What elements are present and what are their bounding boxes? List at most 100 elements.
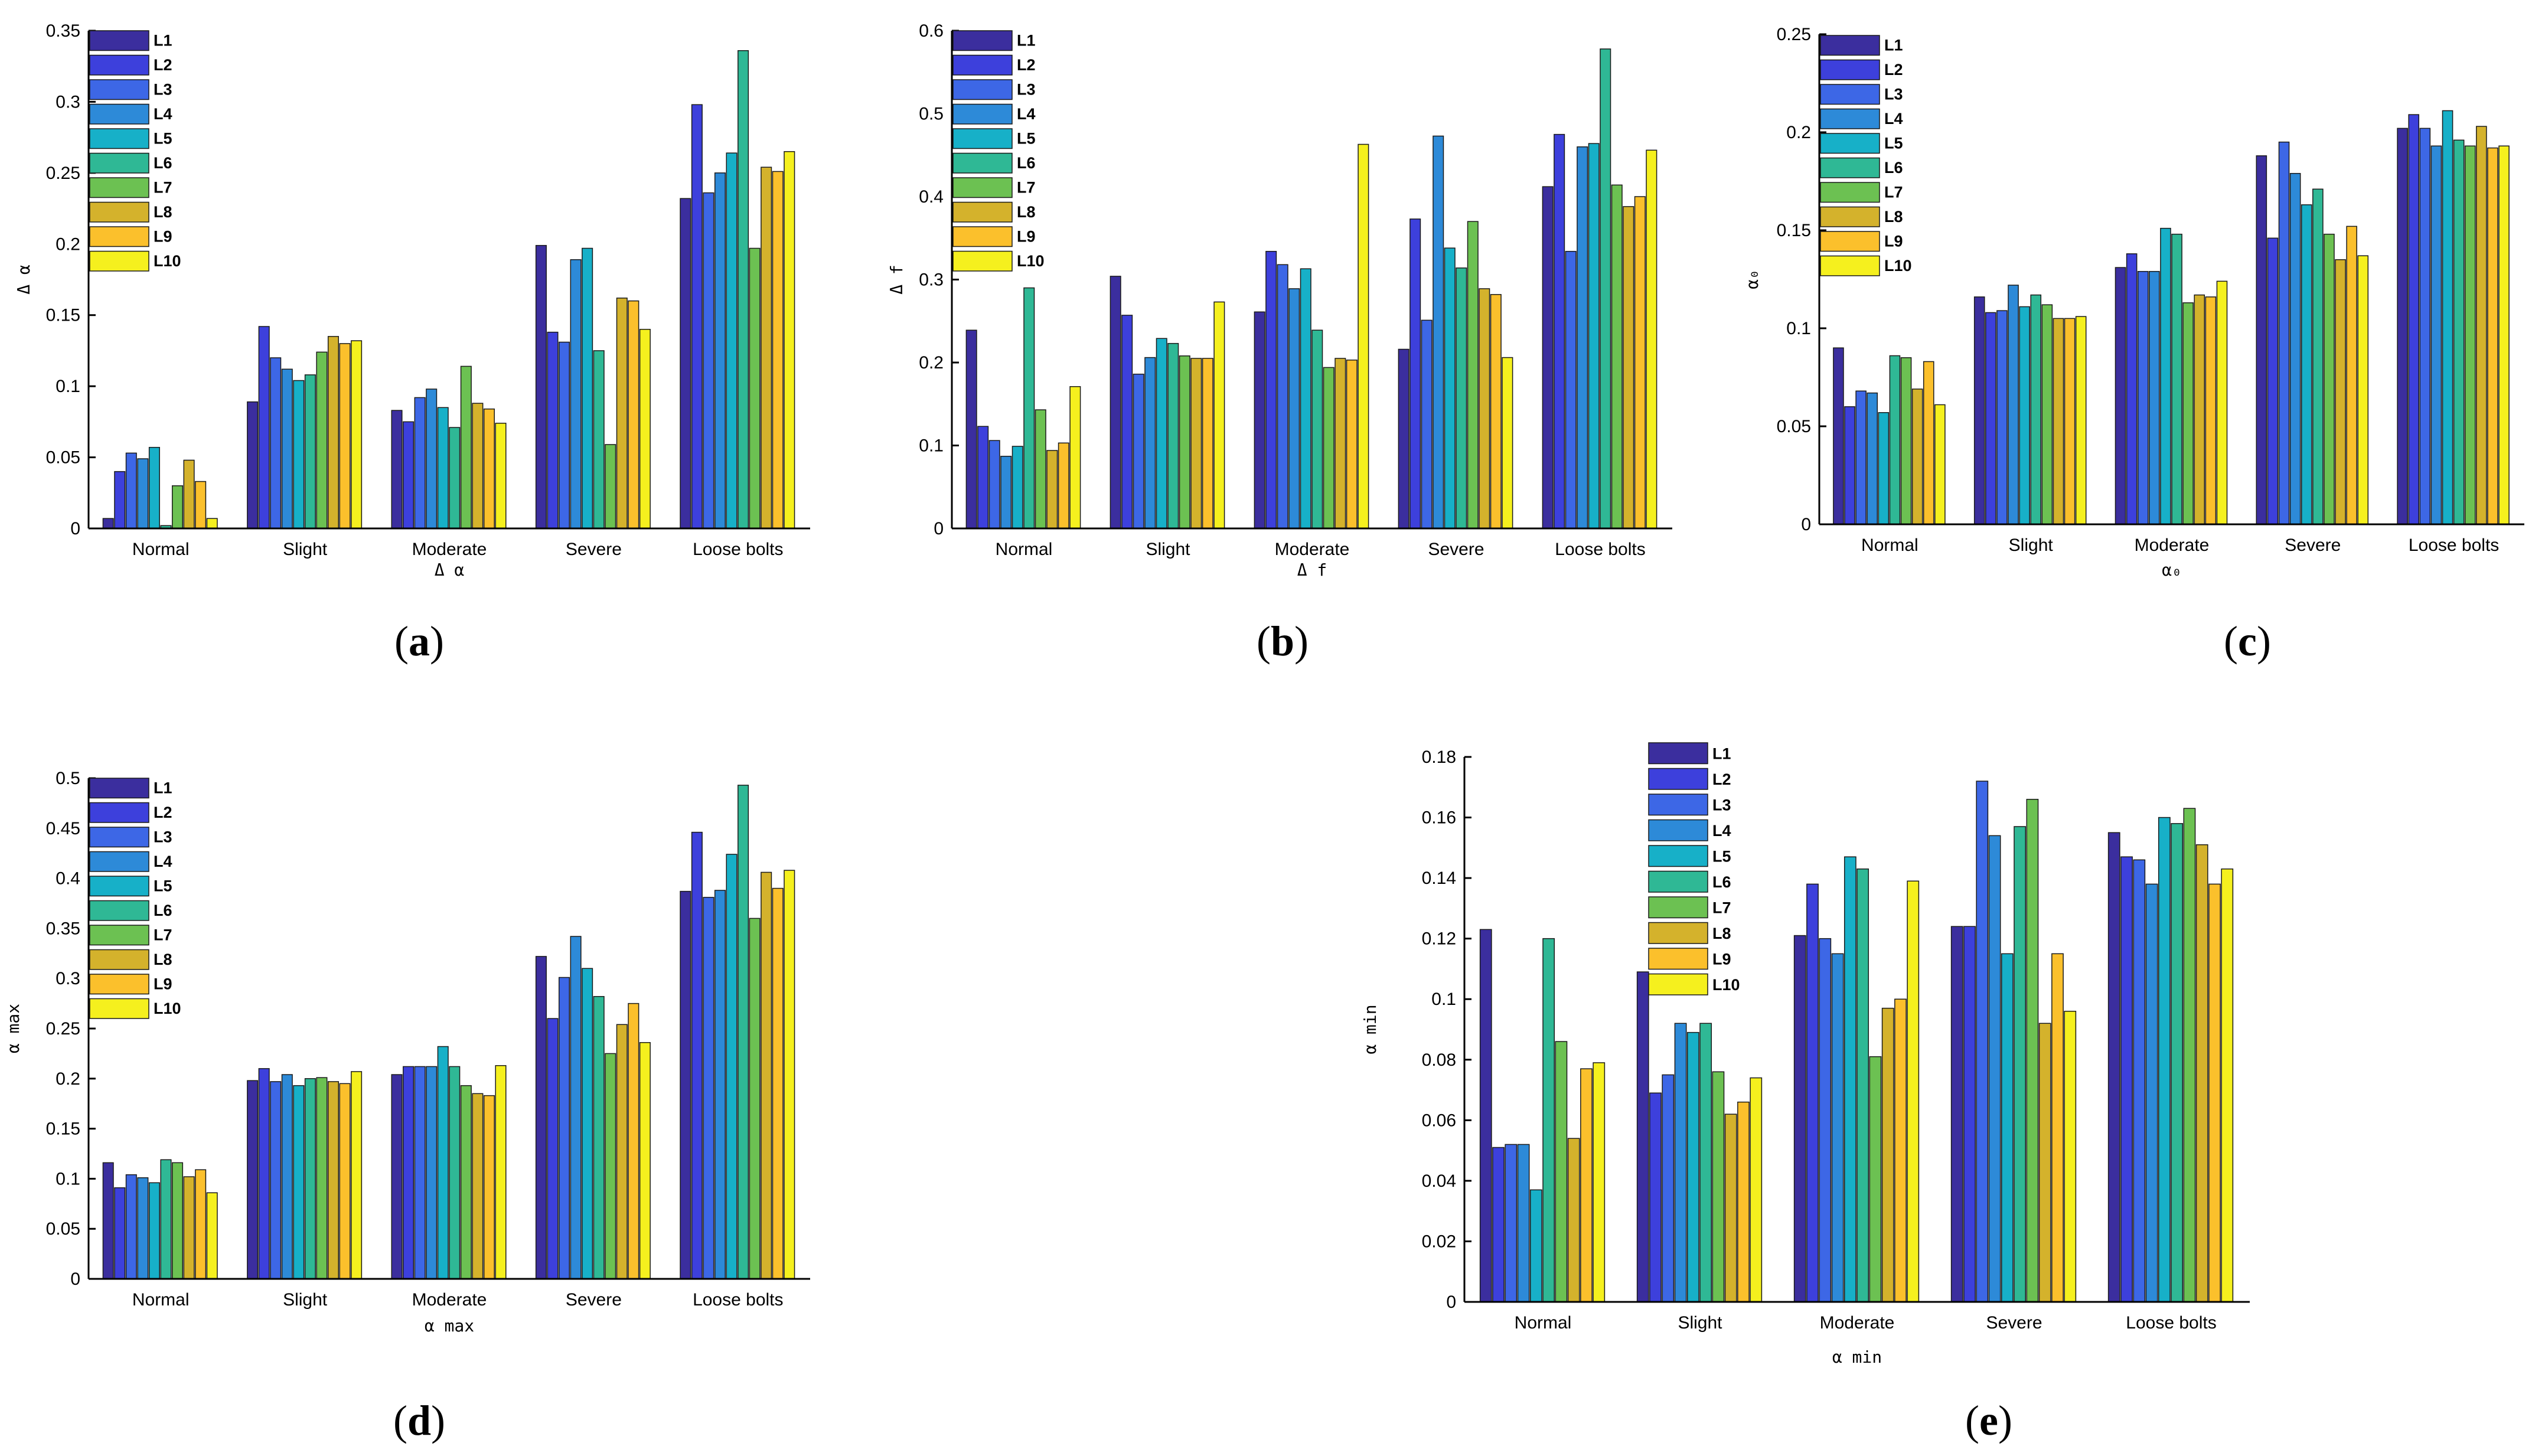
bar-d-moderate-l5 <box>437 1046 449 1279</box>
bar-a-moderate-l5 <box>437 407 449 529</box>
y-axis-title: α max <box>4 1004 23 1053</box>
bar-a-severe-l3 <box>558 341 570 529</box>
bar-a-normal-l7 <box>172 485 184 529</box>
x-tick-label: Loose bolts <box>2409 536 2499 555</box>
bar-d-normal-l7 <box>172 1162 184 1279</box>
legend-swatch-l1 <box>1820 35 1880 56</box>
legend-label-l1: L1 <box>154 779 172 797</box>
bar-a-slight-l10 <box>351 340 363 529</box>
bar-c-slight-l3 <box>1996 310 2008 525</box>
bar-d-loose-bolts-l2 <box>691 831 703 1279</box>
bar-e-normal-l6 <box>1542 938 1555 1302</box>
bar-d-loose-bolts-l5 <box>726 854 738 1279</box>
legend-swatch-l9 <box>1820 231 1880 252</box>
y-axis-title: α min <box>1360 1004 1380 1054</box>
x-tick-label: Severe <box>566 1290 622 1310</box>
y-tick-label: 0 <box>1446 1292 1456 1312</box>
bar-a-moderate-l3 <box>414 397 426 529</box>
bar-c-normal-l8 <box>1911 389 1923 525</box>
y-tick-label: 0.15 <box>46 1119 80 1139</box>
bar-d-normal-l6 <box>160 1159 172 1279</box>
bar-c-loose-bolts-l3 <box>2419 128 2431 525</box>
bar-a-severe-l5 <box>582 247 593 529</box>
x-tick-label: Severe <box>1986 1313 2042 1333</box>
y-tick-label: 0 <box>1801 515 1811 534</box>
legend-swatch-l9 <box>952 226 1013 247</box>
x-tick-label: Moderate <box>1275 540 1350 559</box>
x-tick-label: Severe <box>1428 540 1484 559</box>
bar-e-loose-bolts-l9 <box>2208 883 2221 1302</box>
bar-d-loose-bolts-l7 <box>749 918 761 1279</box>
legend-swatch-l4 <box>952 103 1013 125</box>
x-tick-label: Slight <box>1678 1313 1722 1333</box>
x-tick-label: Loose bolts <box>1555 540 1645 559</box>
bar-c-moderate-l7 <box>2182 302 2194 525</box>
legend-label-l4: L4 <box>1712 822 1731 840</box>
y-axis-title: α₀ <box>1743 269 1762 289</box>
bar-d-moderate-l3 <box>414 1066 426 1279</box>
legend-swatch-l2 <box>952 54 1013 76</box>
bar-e-slight-l6 <box>1699 1023 1712 1302</box>
bar-e-normal-l9 <box>1580 1068 1593 1302</box>
bar-d-severe-l5 <box>582 968 593 1279</box>
bar-d-severe-l2 <box>547 1018 559 1279</box>
bar-a-severe-l6 <box>593 350 605 529</box>
legend-swatch-l6 <box>89 152 149 174</box>
x-tick-label: Moderate <box>1820 1313 1895 1333</box>
bar-a-severe-l7 <box>605 444 616 529</box>
y-tick-label: 0.25 <box>46 164 80 183</box>
bar-e-severe-l8 <box>2038 1023 2051 1302</box>
bar-e-slight-l1 <box>1636 971 1649 1302</box>
chart-e: Normal Slight Moderate Severe Loose bolts 0 0.… <box>1360 742 2250 1367</box>
x-tick-label: Loose bolts <box>2126 1313 2216 1333</box>
bar-a-slight-l1 <box>247 401 259 529</box>
bar-b-loose-bolts-l10 <box>1646 149 1657 529</box>
bar-b-loose-bolts-l1 <box>1542 186 1554 529</box>
y-tick-label: 0.2 <box>919 353 944 373</box>
legend-label-l8: L8 <box>154 203 172 221</box>
bar-e-loose-bolts-l7 <box>2183 808 2196 1302</box>
bar-b-moderate-l9 <box>1346 360 1358 529</box>
y-tick-label: 0.14 <box>1422 869 1456 888</box>
bar-d-slight-l5 <box>293 1085 305 1279</box>
bar-c-loose-bolts-l5 <box>2442 110 2453 525</box>
bar-a-loose-bolts-l10 <box>784 151 795 529</box>
bar-a-loose-bolts-l4 <box>714 172 726 529</box>
bar-c-normal-l3 <box>1855 390 1867 525</box>
bar-d-slight-l3 <box>270 1081 282 1279</box>
bar-d-severe-l4 <box>570 936 582 1279</box>
bar-c-severe-l2 <box>2267 237 2279 525</box>
bar-d-loose-bolts-l6 <box>738 785 749 1279</box>
y-tick-label: 0 <box>934 519 944 538</box>
bar-c-severe-l1 <box>2256 155 2267 525</box>
bar-e-moderate-l8 <box>1881 1007 1894 1302</box>
bar-c-loose-bolts-l10 <box>2498 145 2510 525</box>
bar-e-loose-bolts-l6 <box>2171 823 2184 1302</box>
y-tick-label: 0.15 <box>1777 221 1811 240</box>
bar-e-moderate-l7 <box>1869 1056 1882 1302</box>
bar-a-severe-l8 <box>616 298 628 529</box>
legend-swatch-l7 <box>89 925 149 946</box>
bar-a-severe-l9 <box>628 300 639 529</box>
bar-e-severe-l1 <box>1950 926 1963 1302</box>
legend-swatch-l5 <box>89 128 149 149</box>
bar-b-moderate-l6 <box>1311 329 1323 529</box>
x-tick-label: Slight <box>1146 540 1190 559</box>
bar-a-moderate-l7 <box>460 365 472 529</box>
legend-swatch-l5 <box>1820 133 1880 154</box>
bar-d-loose-bolts-l10 <box>784 870 795 1279</box>
bar-a-loose-bolts-l5 <box>726 152 738 529</box>
bar-b-normal-l6 <box>1023 287 1035 529</box>
bar-c-slight-l7 <box>2041 304 2053 525</box>
legend-swatch-l5 <box>1648 845 1708 867</box>
bar-e-loose-bolts-l4 <box>2145 883 2158 1302</box>
legend-swatch-l4 <box>89 851 149 872</box>
bar-c-slight-l6 <box>2030 294 2042 525</box>
bar-b-loose-bolts-l3 <box>1565 250 1577 529</box>
y-tick-label: 0.12 <box>1422 929 1456 949</box>
bar-b-loose-bolts-l7 <box>1611 184 1623 529</box>
bar-b-severe-l3 <box>1421 319 1433 529</box>
legend-label-l5: L5 <box>1884 135 1903 152</box>
bar-d-normal-l1 <box>102 1162 114 1279</box>
legend-swatch-l2 <box>89 802 149 823</box>
